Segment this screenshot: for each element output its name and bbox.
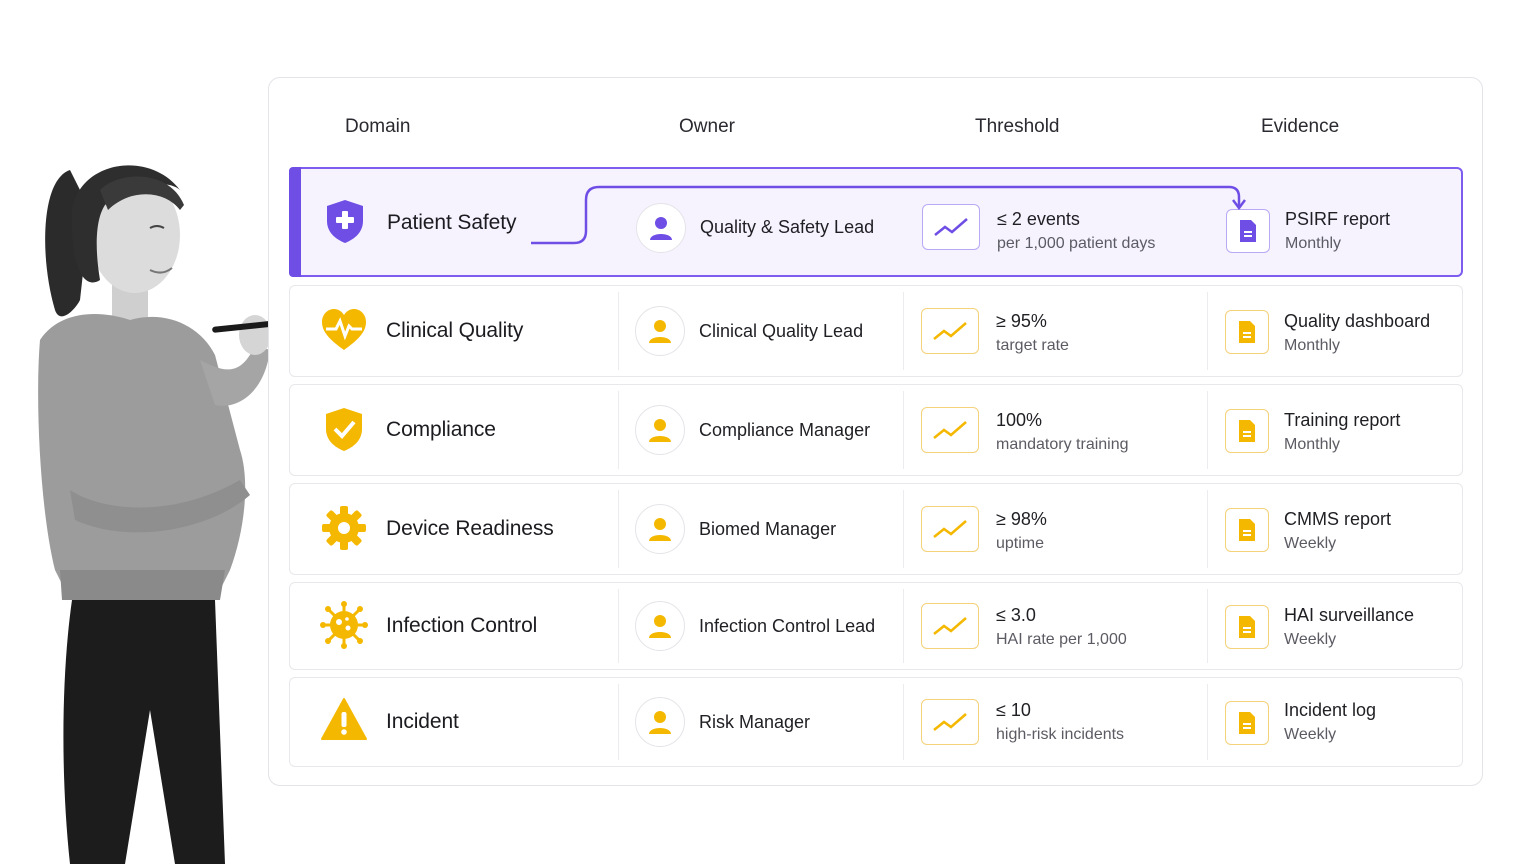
threshold-description: per 1,000 patient days xyxy=(997,235,1156,252)
person-icon xyxy=(649,419,671,442)
evidence-frequency: Weekly xyxy=(1284,726,1337,743)
threshold-description: target rate xyxy=(996,337,1069,354)
evidence-source: Incident log xyxy=(1284,700,1377,720)
table-row-infection-control[interactable]: Infection Control Infection Control Lead… xyxy=(289,582,1463,670)
column-divider xyxy=(618,391,619,469)
evidence-frequency: Weekly xyxy=(1284,631,1337,648)
trend-chart-icon xyxy=(921,308,979,354)
owner-label: Biomed Manager xyxy=(699,519,837,539)
shield-check-icon xyxy=(326,408,362,451)
column-divider xyxy=(618,292,619,370)
column-divider xyxy=(903,391,904,469)
table-row-clinical-quality[interactable]: Clinical Quality Clinical Quality Lead ≥… xyxy=(289,285,1463,377)
owner-label: Quality & Safety Lead xyxy=(700,217,875,237)
threshold-value: 100% xyxy=(996,410,1043,430)
threshold-value: ≥ 95% xyxy=(996,311,1047,331)
person-icon xyxy=(649,518,671,541)
shield-plus-icon xyxy=(327,200,363,243)
document-icon xyxy=(1225,701,1269,745)
table-row-compliance[interactable]: Compliance Compliance Manager 100% manda… xyxy=(289,384,1463,476)
threshold-description: HAI rate per 1,000 xyxy=(996,631,1127,648)
column-divider xyxy=(618,490,619,568)
person-icon xyxy=(649,711,671,734)
quality-domains-table: Domain Owner Threshold Evidence Patient … xyxy=(268,77,1483,786)
threshold-value: ≥ 98% xyxy=(996,509,1047,529)
owner-label: Risk Manager xyxy=(699,712,811,732)
threshold-value: ≤ 3.0 xyxy=(996,605,1036,625)
evidence-source: PSIRF report xyxy=(1285,209,1391,229)
threshold-value: ≤ 2 events xyxy=(997,209,1080,229)
trend-chart-icon xyxy=(921,699,979,745)
column-divider xyxy=(1207,391,1208,469)
domain-label: Infection Control xyxy=(386,614,538,637)
owner-avatar xyxy=(635,405,685,455)
table-header: Domain Owner Threshold Evidence xyxy=(269,78,1482,168)
owner-avatar xyxy=(635,601,685,651)
table-row-device-readiness[interactable]: Device Readiness Biomed Manager ≥ 98% up… xyxy=(289,483,1463,575)
owner-avatar xyxy=(635,697,685,747)
evidence-frequency: Monthly xyxy=(1284,337,1341,354)
column-divider xyxy=(1207,292,1208,370)
person-icon xyxy=(650,217,672,240)
column-divider xyxy=(903,684,904,760)
owner-avatar xyxy=(635,504,685,554)
column-divider xyxy=(903,292,904,370)
document-icon xyxy=(1225,508,1269,552)
warning-triangle-icon xyxy=(321,698,367,740)
threshold-value: ≤ 10 xyxy=(996,700,1031,720)
column-header-domain: Domain xyxy=(345,116,411,137)
owner-avatar xyxy=(635,306,685,356)
table-row-incident[interactable]: Incident Risk Manager ≤ 10 high-risk inc… xyxy=(289,677,1463,767)
evidence-source: HAI surveillance xyxy=(1284,605,1415,625)
domain-label: Incident xyxy=(386,710,459,733)
column-divider xyxy=(1207,490,1208,568)
document-icon xyxy=(1226,209,1270,253)
owner-label: Clinical Quality Lead xyxy=(699,321,864,341)
column-header-evidence: Evidence xyxy=(1261,116,1340,137)
virus-icon xyxy=(320,601,368,649)
column-divider xyxy=(618,684,619,760)
document-icon xyxy=(1225,605,1269,649)
evidence-frequency: Monthly xyxy=(1285,235,1342,252)
threshold-description: uptime xyxy=(996,535,1045,552)
column-header-threshold: Threshold xyxy=(975,116,1060,137)
column-divider xyxy=(903,490,904,568)
evidence-source: CMMS report xyxy=(1284,509,1392,529)
column-divider xyxy=(1207,589,1208,663)
person-icon xyxy=(649,615,671,638)
evidence-source: Training report xyxy=(1284,410,1401,430)
domain-label: Patient Safety xyxy=(387,211,517,234)
owner-avatar xyxy=(636,203,686,253)
table-row-patient-safety[interactable]: Patient Safety Quality & Safety Lead ≤ 2… xyxy=(289,167,1463,277)
document-icon xyxy=(1225,310,1269,354)
column-divider xyxy=(1207,684,1208,760)
column-divider xyxy=(903,589,904,663)
document-icon xyxy=(1225,409,1269,453)
person-illustration xyxy=(38,165,290,864)
trend-chart-icon xyxy=(921,506,979,552)
gear-icon xyxy=(322,506,366,550)
column-header-owner: Owner xyxy=(679,116,735,137)
evidence-frequency: Monthly xyxy=(1284,436,1341,453)
column-divider xyxy=(618,589,619,663)
person-icon xyxy=(649,320,671,343)
domain-label: Clinical Quality xyxy=(386,319,524,342)
owner-label: Infection Control Lead xyxy=(699,616,876,636)
trend-chart-icon xyxy=(921,603,979,649)
threshold-description: mandatory training xyxy=(996,436,1129,453)
evidence-frequency: Weekly xyxy=(1284,535,1337,552)
trend-chart-icon xyxy=(921,407,979,453)
trend-chart-icon xyxy=(922,204,980,250)
selected-row-accent xyxy=(289,167,301,277)
heart-pulse-icon xyxy=(322,309,366,350)
domain-label: Compliance xyxy=(386,418,496,441)
domain-label: Device Readiness xyxy=(386,517,554,540)
threshold-description: high-risk incidents xyxy=(996,726,1125,743)
evidence-source: Quality dashboard xyxy=(1284,311,1431,331)
owner-label: Compliance Manager xyxy=(699,420,871,440)
